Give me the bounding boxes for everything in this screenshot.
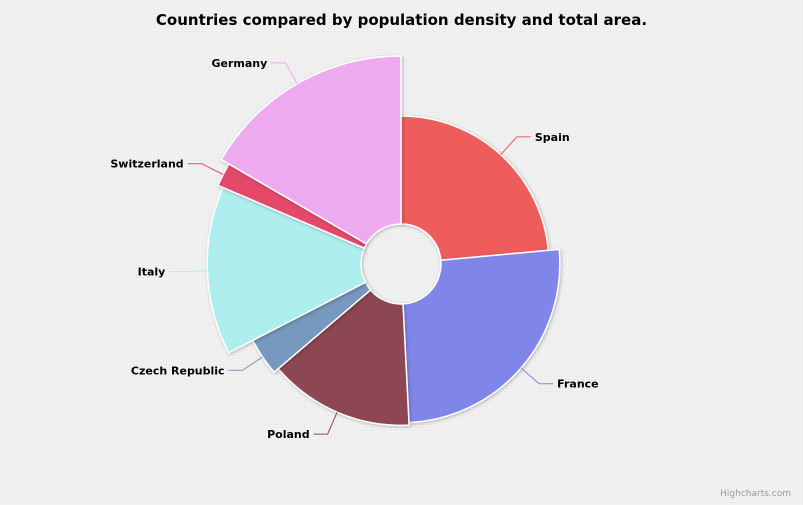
connector-spain	[500, 136, 531, 155]
data-label-spain: Spain	[535, 131, 570, 144]
connector-switzerland	[187, 163, 224, 175]
connector-germany	[271, 62, 298, 84]
data-label-poland: Poland	[267, 428, 310, 441]
pie-slice-spain[interactable]	[400, 115, 550, 262]
connector-france	[520, 367, 554, 385]
credits-link[interactable]: Highcharts.com	[720, 489, 791, 499]
data-label-switzerland: Switzerland	[110, 158, 183, 171]
data-label-italy: Italy	[138, 266, 166, 279]
data-label-france: France	[557, 378, 598, 391]
pie-slice-italy[interactable]	[206, 186, 367, 354]
chart-title: Countries compared by population density…	[155, 11, 648, 29]
data-label-germany: Germany	[211, 57, 267, 70]
pie-slice-poland[interactable]	[277, 288, 410, 427]
connector-czech-republic	[228, 356, 263, 371]
pie-slice-france[interactable]	[402, 248, 561, 424]
pie-slice-germany[interactable]	[220, 55, 402, 245]
data-label-czech-republic: Czech Republic	[131, 364, 225, 377]
connector-poland	[313, 411, 338, 435]
connector-italy	[169, 270, 208, 273]
